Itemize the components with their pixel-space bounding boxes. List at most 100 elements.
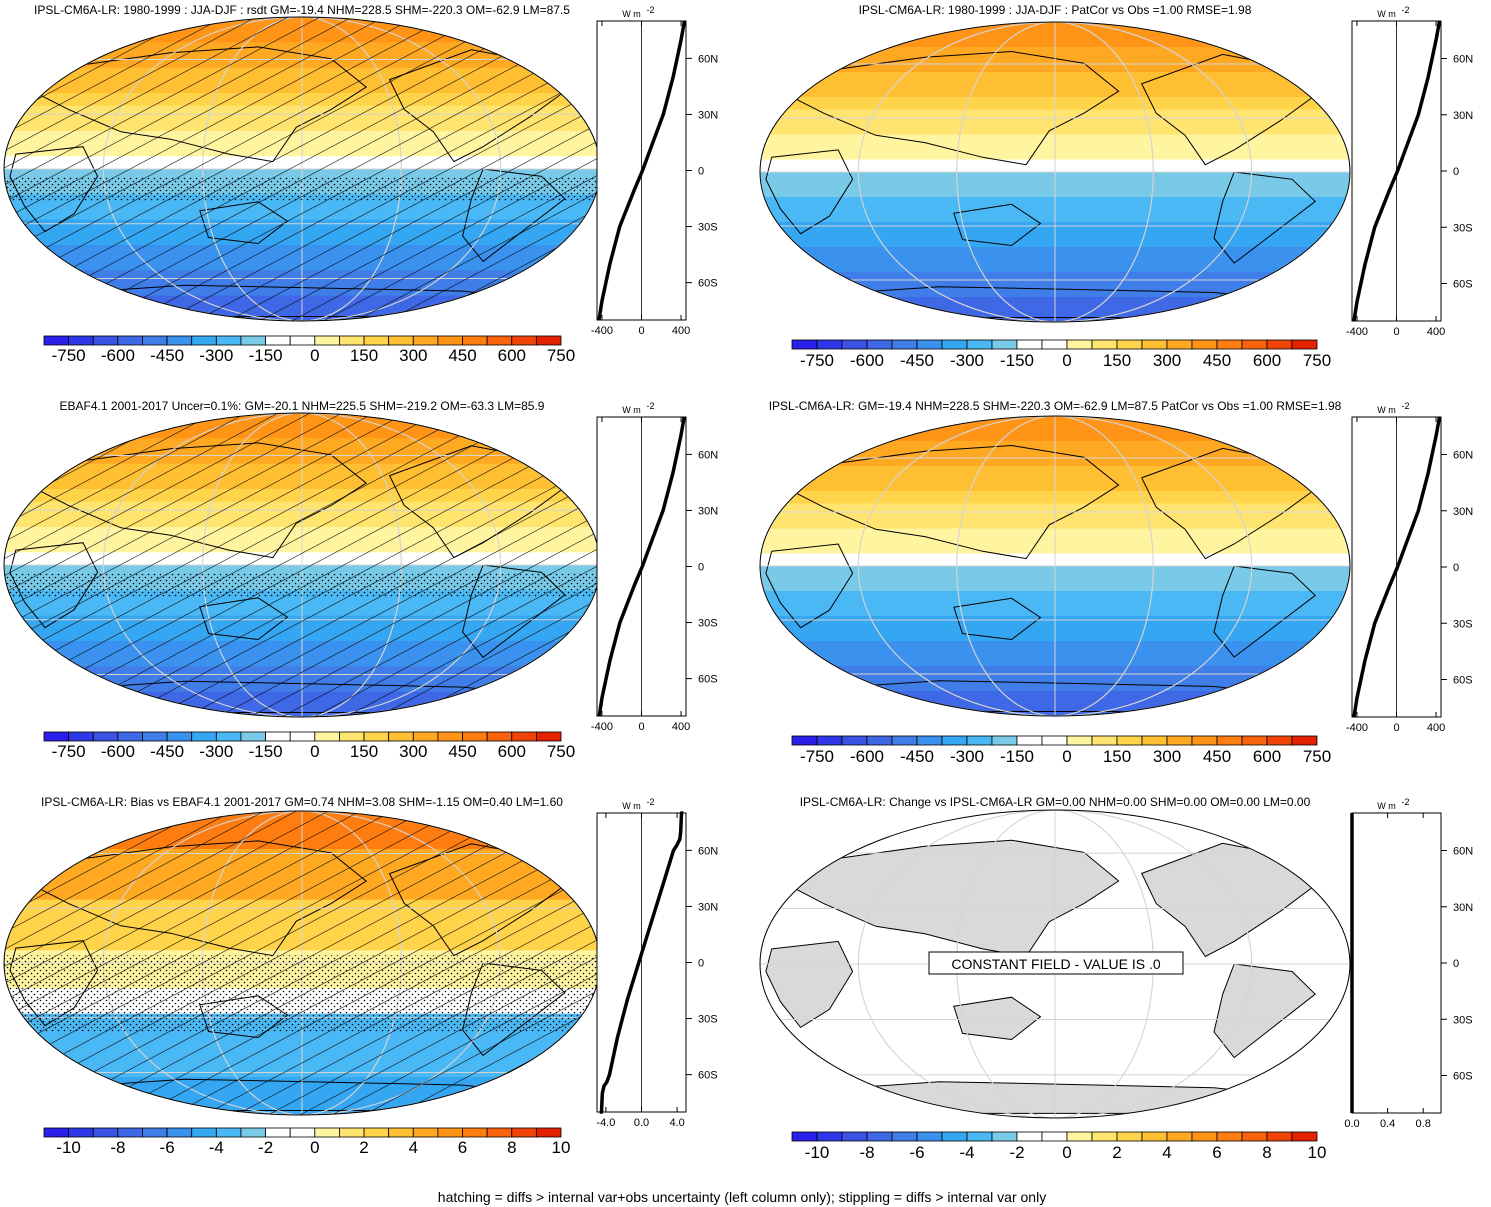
colorbar-swatch — [1016, 339, 1043, 350]
zonal-mean-curve — [1352, 416, 1442, 718]
colorbar: -750 -600 -450 -300 -150 0 150 300 450 600 750 — [43, 731, 575, 761]
colorbar-swatch — [1241, 735, 1268, 746]
colorbar-label: -750 — [52, 346, 86, 365]
colorbar-swatch — [339, 731, 365, 742]
zonal-xtick-label: 0 — [1393, 326, 1399, 338]
colorbar-swatch — [265, 1127, 291, 1138]
colorbar-swatch — [92, 335, 119, 346]
colorbar-swatch — [142, 731, 168, 742]
zonal-lat-label: 60N — [1453, 846, 1473, 858]
zonal-lat-label: 60N — [1453, 54, 1473, 66]
colorbar-swatch — [1291, 1131, 1318, 1142]
colorbar-swatch — [816, 1131, 843, 1142]
colorbar-label: -450 — [900, 351, 934, 370]
colorbar-swatch — [1266, 735, 1293, 746]
colorbar-label: 450 — [448, 742, 476, 761]
colorbar-swatch — [991, 1131, 1018, 1142]
colorbar-swatch — [68, 335, 94, 346]
panel-title: IPSL-CM6A-LR: GM=-19.4 NHM=228.5 SHM=-22… — [769, 399, 1342, 413]
colorbar-label: 750 — [1303, 747, 1331, 766]
zonal-unit: W m — [622, 9, 641, 19]
zonal-lat-label: 60N — [698, 845, 718, 857]
colorbar-swatch — [1216, 1131, 1243, 1142]
zonal-unit-exponent: -2 — [647, 797, 655, 807]
coastline-australia — [953, 597, 1042, 641]
colorbar-swatch — [1066, 735, 1093, 746]
panel-1: IPSL-CM6A-LR: 1980-1999 : JJA-DJF : rsdt… — [3, 3, 718, 365]
colorbar-label: 10 — [1308, 1143, 1327, 1162]
colorbar-label: 8 — [507, 1138, 516, 1157]
colorbar-swatch — [166, 335, 193, 346]
colorbar-swatch — [412, 335, 439, 346]
colorbar-label: -300 — [199, 742, 233, 761]
colorbar-swatch — [891, 735, 918, 746]
colorbar-swatch — [1116, 339, 1143, 350]
colorbar-label: -10 — [56, 1138, 81, 1157]
map — [760, 22, 1350, 322]
colorbar-swatch — [841, 1131, 868, 1142]
colorbar-label: 150 — [1103, 351, 1131, 370]
colorbar-swatch — [1166, 735, 1193, 746]
colorbar-label: 750 — [547, 742, 575, 761]
colorbar-swatch — [191, 335, 217, 346]
zonal-lat-label: 60N — [698, 53, 718, 65]
colorbar-label: -150 — [249, 346, 283, 365]
zonal-unit: W m — [1377, 801, 1396, 811]
colorbar-swatch — [1016, 735, 1043, 746]
colorbar-label: 0 — [1062, 747, 1071, 766]
colorbar-swatch — [1116, 1131, 1143, 1142]
zonal-lat-label: 0 — [1453, 958, 1459, 970]
colorbar-swatch — [142, 1127, 168, 1138]
panel-title: IPSL-CM6A-LR: 1980-1999 : JJA-DJF : rsdt… — [34, 3, 570, 17]
graticule-meridian — [857, 22, 1253, 322]
colorbar-swatch — [1066, 339, 1093, 350]
colorbar-swatch — [240, 731, 266, 742]
graticule-meridian — [857, 810, 1253, 1118]
zonal-xtick-label: 0.4 — [1380, 1118, 1395, 1130]
colorbar-swatch — [816, 735, 843, 746]
map — [760, 416, 1350, 716]
colorbar-swatch — [314, 335, 340, 346]
zonal-xtick-label: 4.0 — [669, 1117, 684, 1129]
colorbar-swatch — [791, 1131, 818, 1142]
colorbar-label: -750 — [800, 351, 834, 370]
colorbar-label: -450 — [150, 742, 184, 761]
colorbar-swatch — [117, 731, 143, 742]
zonal-unit: W m — [1377, 9, 1396, 19]
colorbar-label: 4 — [1162, 1143, 1171, 1162]
zonal-mean-plot: W m -2 -400 0 400 60N 30N 0 30S 60S — [1346, 401, 1473, 734]
colorbar-swatch — [1091, 735, 1118, 746]
colorbar-swatch — [363, 1127, 390, 1138]
panel-5: IPSL-CM6A-LR: Bias vs EBAF4.1 2001-2017 … — [3, 795, 718, 1157]
colorbar-swatch — [941, 1131, 968, 1142]
panel-2: IPSL-CM6A-LR: 1980-1999 : JJA-DJF : PatC… — [759, 3, 1473, 370]
colorbar-label: -150 — [1000, 351, 1034, 370]
colorbar-swatch — [1166, 1131, 1193, 1142]
colorbar-swatch — [265, 731, 291, 742]
zonal-lat-label: 30N — [1453, 506, 1473, 518]
colorbar-label: -2 — [1009, 1143, 1024, 1162]
colorbar-swatch — [289, 1127, 316, 1138]
zonal-unit: W m — [622, 405, 641, 415]
zonal-mean-plot: W m -2 -400 0 400 60N 30N 0 30S 60S — [591, 5, 718, 337]
coastline-eurasia — [779, 839, 1120, 958]
colorbar-label: 6 — [1212, 1143, 1221, 1162]
map-outline — [759, 21, 1351, 323]
colorbar-swatch — [1216, 339, 1243, 350]
zonal-xtick-label: 0.0 — [634, 1117, 649, 1129]
zonal-xtick-label: 0 — [638, 325, 644, 337]
colorbar-label: -150 — [1000, 747, 1034, 766]
colorbar-label: -600 — [101, 742, 135, 761]
colorbar-label: 8 — [1262, 1143, 1271, 1162]
colorbar-swatch — [92, 1127, 119, 1138]
colorbar-swatch — [535, 335, 562, 346]
coastline-samerica — [1213, 963, 1316, 1059]
colorbar: -10 -8 -6 -4 -2 0 2 4 6 8 10 — [791, 1131, 1327, 1162]
colorbar-swatch — [437, 335, 463, 346]
footer-note: hatching = diffs > internal var+obs unce… — [438, 1189, 1046, 1205]
colorbar-swatch — [412, 1127, 439, 1138]
zonal-lat-label: 60S — [698, 674, 718, 686]
colorbar-swatch — [191, 731, 217, 742]
zonal-mean-curve — [1352, 20, 1442, 322]
zonal-lat-label: 0 — [698, 562, 704, 574]
